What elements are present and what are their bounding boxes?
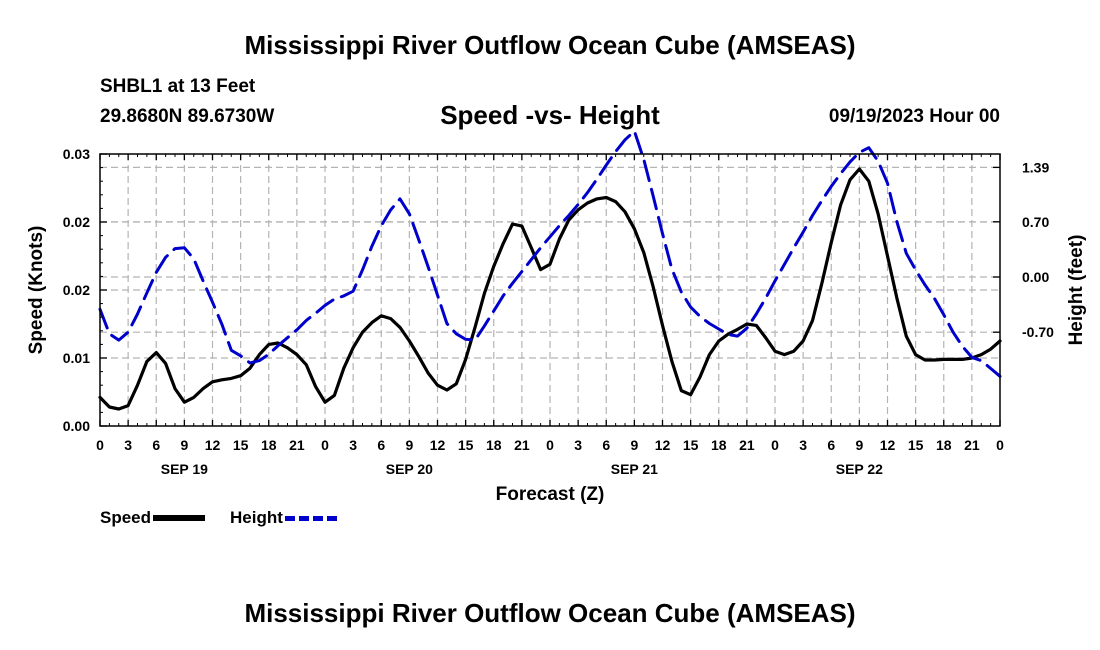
grid-lines [100,154,1000,426]
x-tick-label: 21 [964,437,980,453]
series-layer [98,129,1002,411]
y-tick-label: 0.00 [63,418,90,434]
x-date-label: SEP 20 [386,461,433,477]
x-tick-label: 3 [799,437,807,453]
x-tick-label: 18 [261,437,277,453]
station-label: SHBL1 at 13 Feet [100,76,256,97]
x-tick-label: 18 [936,437,952,453]
x-tick-label: 3 [574,437,582,453]
x-tick-label: 6 [827,437,835,453]
x-tick-label: 15 [458,437,474,453]
legend-height: Height [230,508,337,528]
x-tick-label: 12 [430,437,446,453]
x-tick-label: 0 [96,437,104,453]
x-date-label: SEP 19 [161,461,208,477]
chart-title: Mississippi River Outflow Ocean Cube (AM… [244,30,856,60]
series-line-speed [98,167,1002,411]
x-tick-label: 9 [630,437,638,453]
x-tick-label: 15 [683,437,699,453]
x-tick-label: 18 [711,437,727,453]
x-tick-label: 18 [486,437,502,453]
x-tick-label: 21 [289,437,305,453]
y-tick-label: 0.02 [63,282,90,298]
x-tick-label: 0 [996,437,1004,453]
y2-tick-label: 0.00 [1022,269,1049,285]
chart-subtitle: Speed -vs- Height [440,100,660,130]
station-coordinates: 29.8680N 89.6730W [100,106,275,127]
x-tick-label: 3 [349,437,357,453]
legend-height-label: Height [230,508,283,527]
chart-title-repeat: Mississippi River Outflow Ocean Cube (AM… [244,598,856,628]
axis-ticks: 0 3 6 9 12 15 18 21 0 3 6 9 12 15 18 21 0 3 6 9 12 15 18 21 0 3 6 9… [63,146,1054,477]
x-tick-label: 21 [739,437,755,453]
x-date-label: SEP 22 [836,461,883,477]
y2-tick-label: -0.70 [1022,324,1054,340]
y-tick-label: 0.02 [63,214,90,230]
x-tick-label: 9 [180,437,188,453]
x-tick-label: 9 [855,437,863,453]
x-tick-label: 6 [602,437,610,453]
legend-height-swatch [284,515,337,521]
y2-tick-label: 1.39 [1022,159,1049,175]
x-axis-label: Forecast (Z) [496,484,605,505]
x-tick-label: 6 [377,437,385,453]
x-tick-label: 21 [514,437,530,453]
x-tick-label: 0 [771,437,779,453]
y2-tick-label: 0.70 [1022,214,1049,230]
legend-speed-swatch [153,515,206,521]
x-tick-label: 3 [124,437,132,453]
y-axis-label: Speed (Knots) [26,226,47,355]
x-tick-label: 12 [880,437,896,453]
x-tick-label: 15 [233,437,249,453]
legend-speed-label: Speed [100,508,152,527]
y-tick-label: 0.01 [63,350,90,366]
legend-speed: Speed [100,508,206,528]
x-tick-label: 0 [321,437,329,453]
series-line-height [98,129,1002,378]
y-tick-label: 0.03 [63,146,90,162]
speed-height-chart: 0 3 6 9 12 15 18 21 0 3 6 9 12 15 18 21 0 3 6 9 12 15 18 21 0 3 6 9… [26,129,1087,505]
x-tick-label: 12 [655,437,671,453]
x-date-label: SEP 21 [611,461,658,477]
x-tick-label: 9 [405,437,413,453]
x-tick-label: 0 [546,437,554,453]
y2-axis-label: Height (feet) [1066,235,1087,346]
forecast-datestamp: 09/19/2023 Hour 00 [828,106,1000,127]
x-tick-label: 12 [205,437,221,453]
x-tick-label: 15 [908,437,924,453]
x-tick-label: 6 [152,437,160,453]
